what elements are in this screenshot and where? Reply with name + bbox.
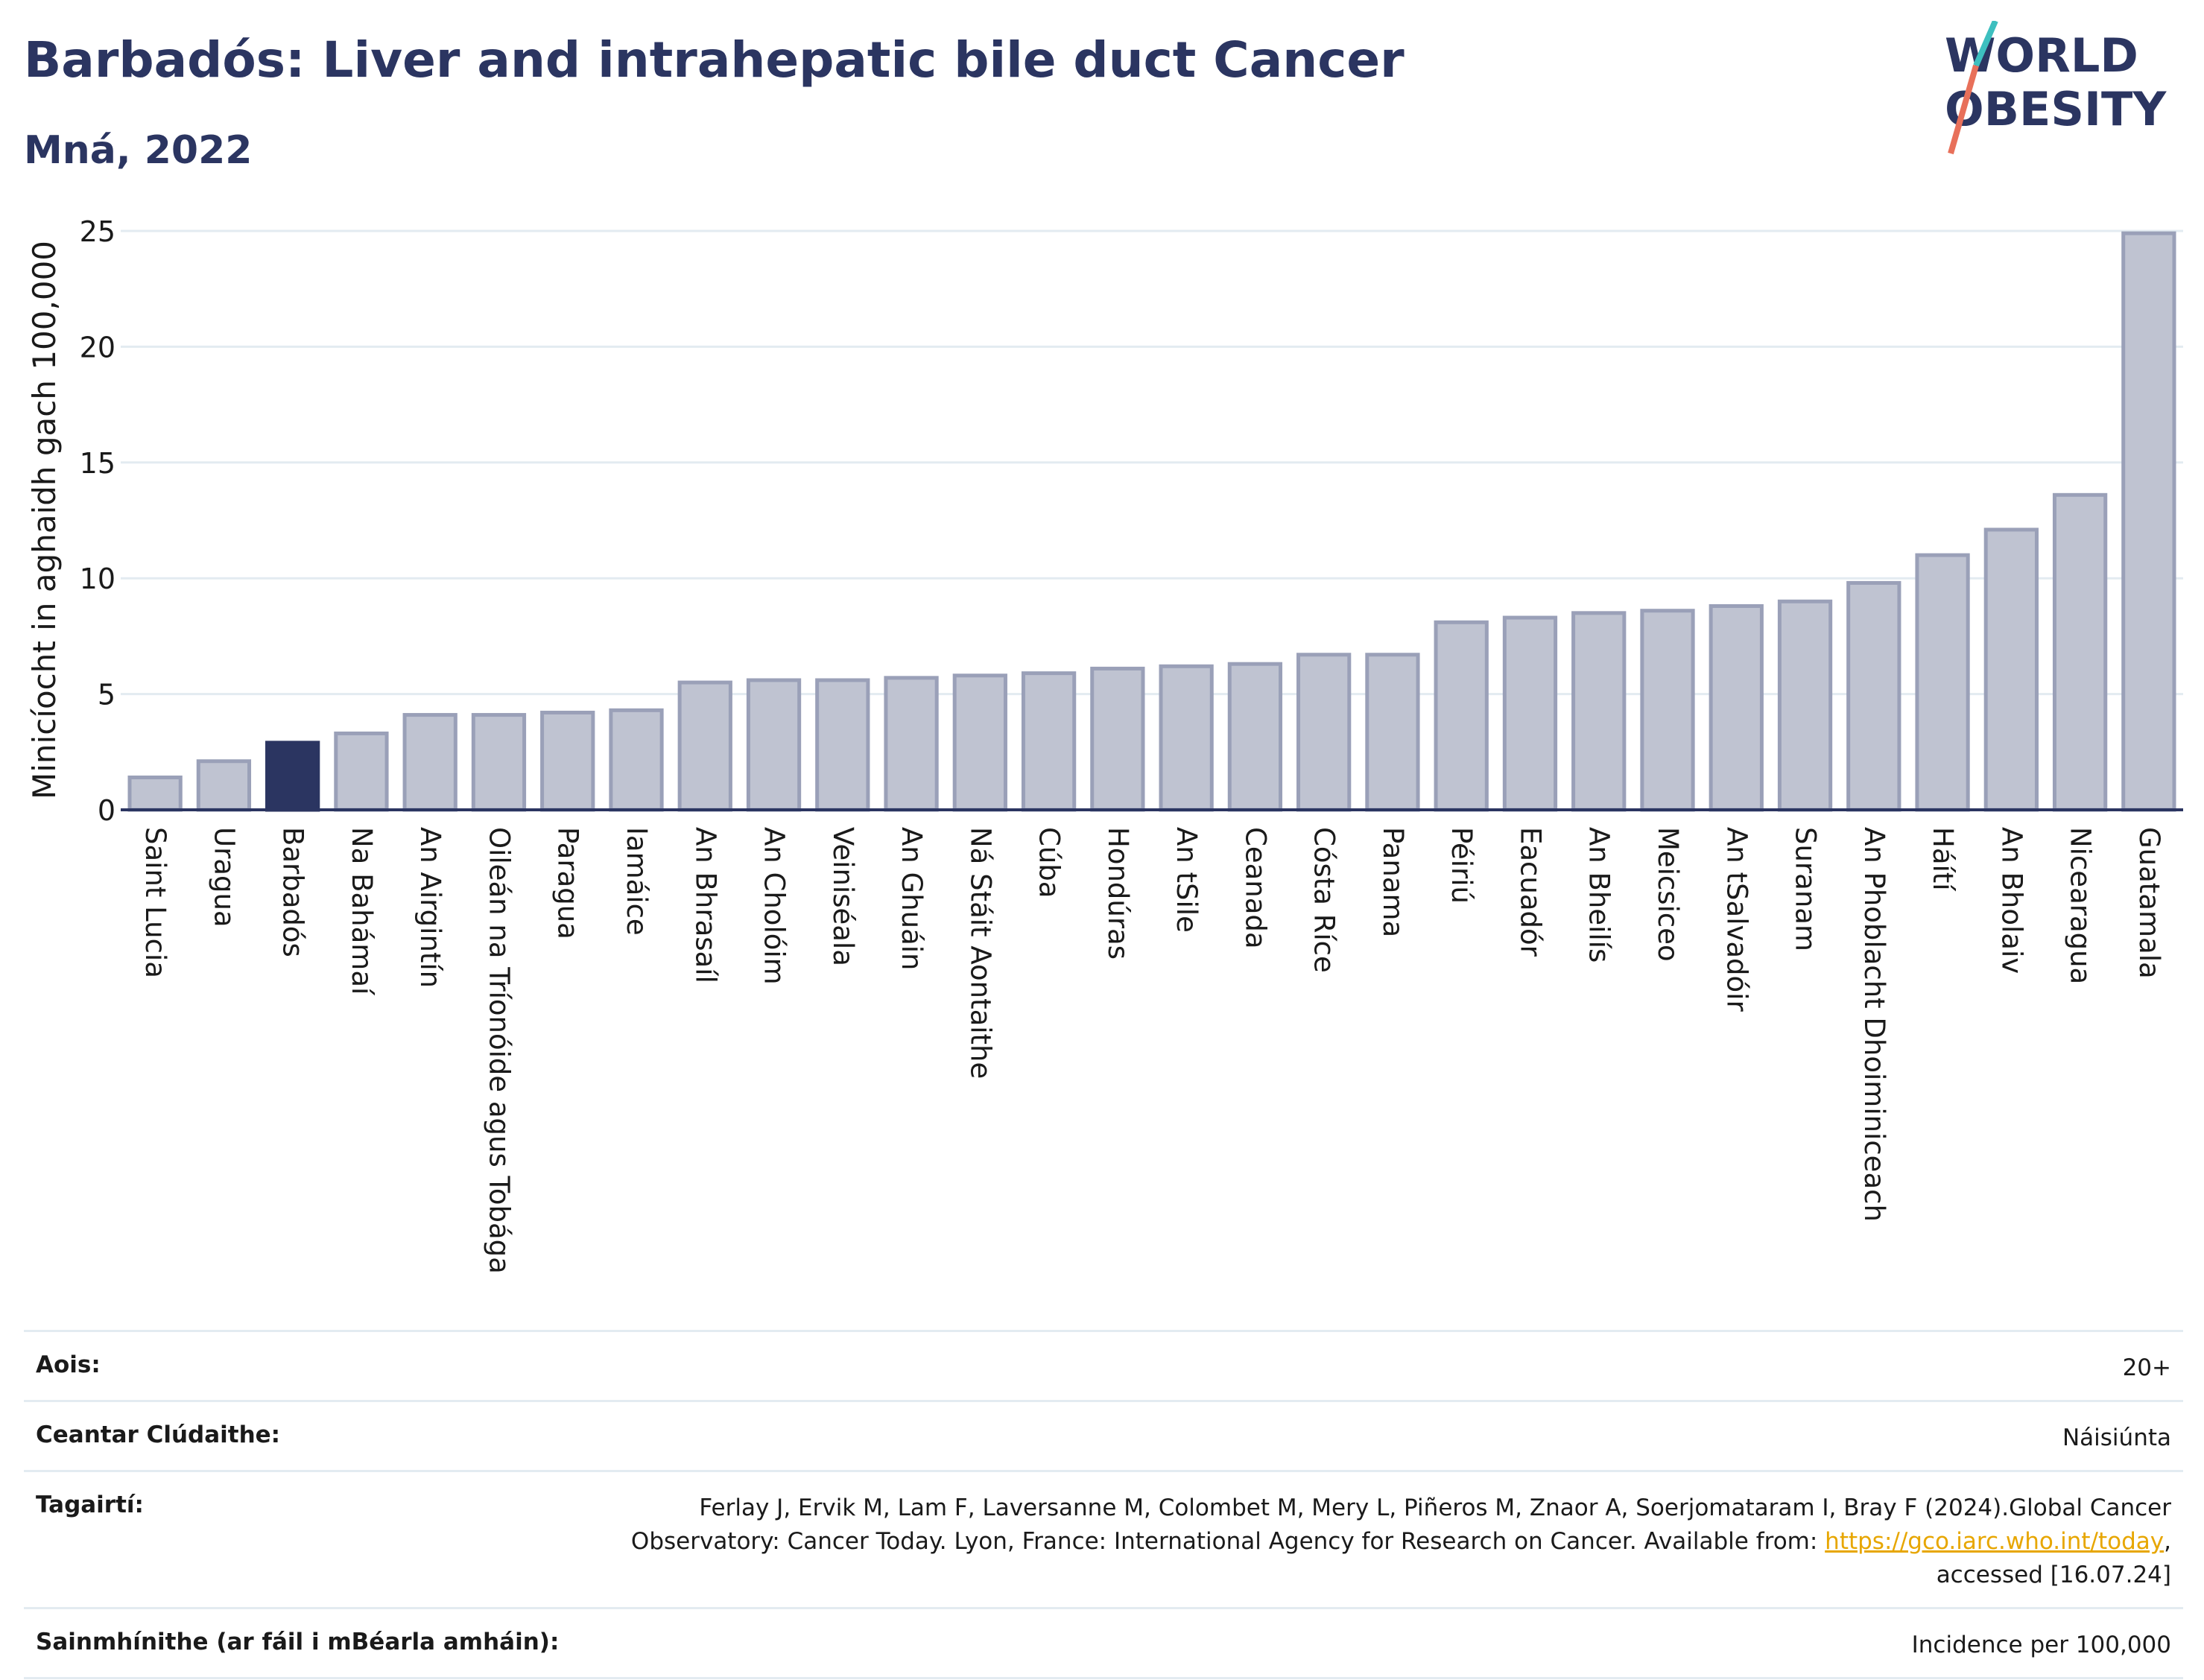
x-tick-label: Nicearagua: [2065, 827, 2097, 984]
x-tick-label: Cósta Ríce: [1308, 827, 1340, 973]
x-tick-label: An Cholóim: [759, 827, 791, 985]
bar: [2052, 492, 2108, 812]
info-label-age: Aois:: [36, 1351, 101, 1378]
bar: [1296, 653, 1352, 812]
x-tick-label: Uragua: [208, 827, 240, 928]
x-tick-label: An tSile: [1171, 827, 1203, 933]
bar: [815, 678, 870, 812]
bar: [1021, 671, 1077, 812]
info-value-references: Ferlay J, Ervik M, Lam F, Laversanne M, …: [631, 1492, 2171, 1592]
x-tick-label: An tSalvadóir: [1720, 827, 1752, 1012]
bar: [1434, 620, 1489, 812]
bar: [1227, 662, 1283, 812]
bar: [1159, 664, 1214, 812]
reference-link[interactable]: https://gco.iarc.who.int/today: [1825, 1528, 2165, 1555]
x-tick-label: Oileán na Tríonóide agus Tobága: [483, 827, 515, 1274]
x-tick-label: Háítí: [1927, 827, 1959, 892]
x-tick-label: Ná Stáit Aontaithe: [964, 827, 996, 1079]
bar: [1709, 603, 1764, 812]
bar: [1365, 653, 1420, 812]
info-row-references: Tagairtí: Ferlay J, Ervik M, Lam F, Lave…: [24, 1470, 2183, 1607]
y-tick-label: 10: [80, 562, 115, 595]
bar: [952, 673, 1007, 812]
x-tick-label: Meicsiceo: [1652, 827, 1684, 962]
info-table: Aois: 20+ Ceantar Clúdaithe: Náisiúnta T…: [24, 1330, 2183, 1679]
bar: [1640, 609, 1695, 812]
x-tick-label: Hondúras: [1102, 827, 1134, 960]
y-tick-label: 25: [80, 215, 115, 248]
info-value-definitions: Incidence per 100,000: [1911, 1632, 2171, 1658]
info-row-coverage: Ceantar Clúdaithe: Náisiúnta: [24, 1400, 2183, 1470]
chart-title: Barbadós: Liver and intrahepatic bile du…: [24, 31, 1405, 89]
bar: [1502, 615, 1558, 812]
bar: [884, 676, 939, 812]
reference-line3: accessed [16.07.24]: [1936, 1562, 2171, 1588]
bar: [746, 678, 802, 812]
logo-line2: OBESITY: [1945, 82, 2167, 136]
x-tick-label: Saint Lucia: [139, 827, 171, 978]
chart-subtitle: Mná, 2022: [24, 128, 253, 173]
x-tick-label: Suranam: [1790, 827, 1822, 951]
info-label-references: Tagairtí:: [36, 1492, 144, 1518]
logo-slash-coral: [1948, 64, 1979, 155]
x-tick-label: Péiriú: [1445, 827, 1478, 904]
y-tick-label: 20: [80, 331, 115, 364]
bar: [196, 759, 252, 812]
bar: [265, 741, 320, 812]
x-tick-label: Ceanada: [1239, 827, 1271, 949]
x-tick-label: Barbadós: [277, 827, 309, 957]
x-tick-label: An Bhrasaíl: [689, 827, 721, 983]
x-tick-label: An Airgintín: [414, 827, 446, 988]
reference-line1: Ferlay J, Ervik M, Lam F, Laversanne M, …: [699, 1494, 2171, 1521]
bar-chart: 0 5 10 15 20 25 Saint Lucia Uragua Barbadós Na Ba…: [26, 215, 2183, 1274]
bar: [1090, 666, 1145, 812]
x-tick-label: Guatamala: [2133, 827, 2165, 979]
info-value-age: 20+: [2122, 1354, 2171, 1381]
bar: [540, 710, 595, 812]
bar: [471, 713, 527, 812]
world-obesity-logo: WORLD OBESITY: [1945, 21, 2167, 155]
logo-slash-teal: [1973, 21, 1998, 67]
reference-line2-end: ,: [2164, 1528, 2171, 1555]
bar: [1915, 553, 1970, 812]
info-value-coverage: Náisiúnta: [2062, 1424, 2171, 1451]
bar: [1846, 580, 1901, 812]
bar: [609, 708, 664, 812]
info-label-definitions: Sainmhínithe (ar fáil i mBéarla amháin):: [36, 1629, 560, 1655]
x-tick-label: An Phoblacht Dhoiminiceach: [1858, 827, 1890, 1222]
x-tick-label: An Bheilís: [1583, 827, 1615, 963]
logo-line1: WORLD: [1945, 28, 2138, 83]
x-tick-label: An Ghuáin: [896, 827, 928, 971]
info-row-age: Aois: 20+: [24, 1330, 2183, 1400]
x-tick-label: Iamáice: [621, 827, 653, 936]
bar: [677, 680, 732, 812]
y-axis-label: Minicíocht in aghaidh gach 100,000: [26, 241, 63, 799]
info-label-coverage: Ceantar Clúdaithe:: [36, 1421, 281, 1448]
x-tick-label: An Bholaiv: [1995, 827, 2027, 974]
x-tick-label: Veiniséala: [827, 827, 859, 966]
x-tick-label: Cúba: [1033, 827, 1065, 898]
y-tick-label: 5: [98, 679, 115, 711]
grid-lines: [121, 229, 2183, 696]
bar: [2121, 231, 2176, 812]
bar: [1571, 611, 1627, 812]
x-tick-label: Paragua: [552, 827, 584, 939]
reference-line2: Observatory: Cancer Today. Lyon, France:…: [630, 1528, 1825, 1555]
bar: [334, 731, 389, 812]
bar: [127, 775, 183, 812]
x-tick-label: Panama: [1377, 827, 1409, 937]
y-tick-label: 15: [80, 447, 115, 480]
bar: [1983, 527, 2039, 812]
tick-labels: 0 5 10 15 20 25 Saint Lucia Uragua Barbadós Na Ba…: [26, 215, 2165, 1274]
bars: [127, 231, 2176, 812]
y-tick-label: 0: [98, 794, 115, 827]
info-row-definitions: Sainmhínithe (ar fáil i mBéarla amháin):…: [24, 1607, 2183, 1679]
x-tick-label: Na Bahámaí: [346, 827, 378, 996]
x-tick-label: Eacuadór: [1514, 827, 1546, 957]
bar: [1777, 599, 1833, 812]
bar: [402, 713, 457, 812]
